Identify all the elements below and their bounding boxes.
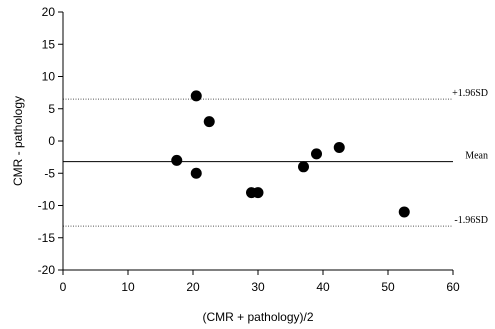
- data-point: [252, 187, 264, 199]
- x-tick-label: 60: [446, 280, 460, 294]
- reference-lines: +1.96SD Mean -1.96SD: [63, 88, 488, 227]
- data-point: [398, 206, 410, 218]
- y-tick-label: 15: [42, 37, 56, 51]
- ref-label-1-96sd: -1.96SD: [454, 215, 488, 226]
- y-tick-label: -20: [38, 263, 56, 277]
- x-axis-title: (CMR + pathology)/2: [202, 310, 313, 324]
- data-point: [311, 148, 322, 160]
- data-point: [203, 116, 215, 128]
- x-tick-label: 10: [121, 280, 135, 294]
- y-tick-label: -10: [38, 199, 56, 213]
- y-tick-label: -5: [44, 166, 55, 180]
- data-point: [190, 90, 202, 102]
- x-tick-label: 50: [381, 280, 395, 294]
- x-tick-label: 40: [316, 280, 330, 294]
- x-tick-label: 20: [186, 280, 200, 294]
- y-tick-label: 10: [42, 70, 56, 84]
- ref-label-1-96sd: +1.96SD: [452, 88, 488, 99]
- data-point: [298, 161, 309, 173]
- x-tick-label: 30: [251, 280, 265, 294]
- data-point: [333, 141, 345, 153]
- x-tick-label: 0: [60, 280, 67, 294]
- data-point: [171, 154, 183, 166]
- data-point: [190, 167, 202, 179]
- y-tick-label: 20: [42, 5, 56, 19]
- axis-ticks: -20 -15 -10 -5 0 5 10 15 20 0 10 20 30 40 50 60: [38, 5, 460, 294]
- y-tick-label: 5: [48, 102, 55, 116]
- data-points: [171, 90, 410, 218]
- y-axis-title: CMR - pathology: [11, 96, 25, 186]
- y-tick-label: -15: [38, 231, 56, 245]
- y-tick-label: 0: [48, 134, 55, 148]
- ref-label-mean: Mean: [465, 151, 488, 162]
